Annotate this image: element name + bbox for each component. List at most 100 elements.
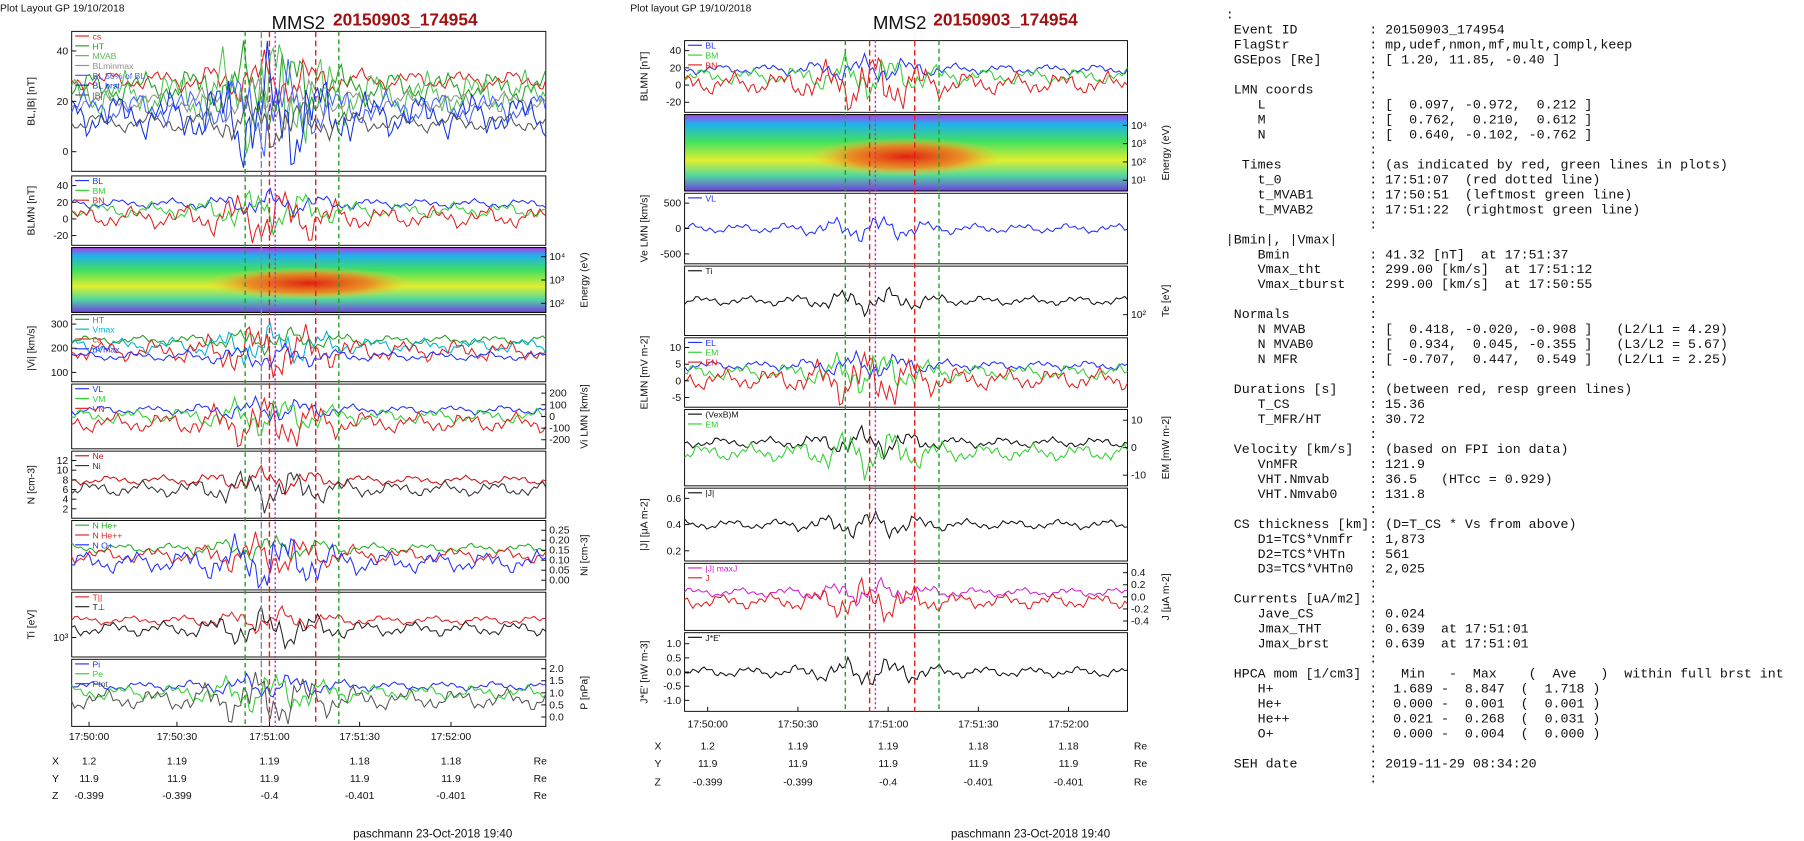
legend-label: Ni — [93, 461, 101, 471]
position-value: -0.401 — [1054, 777, 1084, 788]
legend-label: BL 50% of BL — [93, 71, 146, 81]
legend-label: dVmax — [93, 344, 121, 354]
position-value: 11.9 — [969, 759, 989, 770]
y-tick-label: -10 — [1131, 471, 1146, 482]
summary-line: M : [ 0.762, 0.210, 0.612 ] — [1226, 112, 1593, 127]
summary-line: CS thickness [km]: (D=T_CS * Vs from abo… — [1226, 517, 1577, 532]
y-axis-label: |J| [μA m-2] — [640, 498, 651, 550]
y-tick-label: 1.5 — [549, 676, 564, 687]
position-value: 11.9 — [79, 774, 99, 785]
spectrogram-hot — [204, 267, 414, 300]
legend-label: BM — [93, 186, 106, 196]
y-tick-label: 8 — [62, 475, 68, 486]
legend-label: |J| maxJ — [705, 563, 737, 573]
summary-line: O+ : 0.000 - 0.004 ( 0.000 ) — [1226, 726, 1601, 741]
panel: (VexB)MEM 10 0 -10 EM [mW m-2] — [684, 409, 1172, 487]
summary-line: VHT.Nmvab0 : 131.8 — [1226, 487, 1425, 502]
legend-label: EL — [705, 338, 716, 348]
legend-label: HT — [93, 41, 105, 51]
y-axis-label: Energy (eV) — [579, 252, 590, 307]
y-tick-label: 100 — [51, 368, 69, 379]
trace — [71, 671, 547, 725]
position-value: -0.399 — [693, 777, 723, 788]
y-axis-label: BLMN [nT] — [27, 186, 38, 236]
trace — [71, 189, 546, 236]
trace — [684, 286, 1128, 318]
y-tick-label: 20 — [57, 97, 69, 108]
position-value: -0.401 — [436, 791, 466, 802]
y-tick-label: 200 — [549, 389, 567, 400]
legend-label: Vmax — [93, 325, 116, 335]
panel-frame — [71, 658, 547, 727]
panel: 10⁴ 10³ 10² 10¹ Energy (eV) — [684, 114, 1172, 192]
y-tick-label: 20 — [670, 63, 682, 74]
y-tick-label: -100 — [549, 424, 570, 435]
y-axis-label: |Vi| [km/s] — [27, 326, 38, 371]
summary-line: D3=TCS*VHTn0 : 2,025 — [1226, 562, 1425, 577]
summary-line: N MVAB : [ 0.418, -0.020, -0.908 ] (L2/L… — [1226, 322, 1728, 337]
position-label: Y — [52, 774, 59, 785]
legend-label: VM — [93, 394, 106, 404]
y-tick-label: 0.10 — [549, 556, 569, 567]
legend-label: |B| — [93, 90, 103, 100]
position-value: 1.19 — [167, 757, 187, 768]
trace — [71, 533, 547, 589]
y-tick-label: 1.0 — [549, 688, 564, 699]
y-tick-label: 40 — [670, 46, 682, 57]
position-value: -0.399 — [162, 791, 192, 802]
position-value: 11.9 — [350, 774, 370, 785]
y-tick-label: 0 — [675, 224, 681, 235]
summary-line: t_MVAB2 : 17:51:22 (rightmost green line… — [1226, 202, 1640, 217]
plot-title: MMS2 — [272, 12, 325, 33]
panel: Ti 10² Te [eV] — [684, 265, 1172, 336]
summary-line: Times : (as indicated by red, green line… — [1226, 157, 1728, 172]
position-value: 1.19 — [259, 757, 279, 768]
trace — [71, 469, 547, 514]
y-axis-label: N [cm-3] — [27, 465, 38, 504]
legend-label: T|| — [93, 592, 103, 602]
y-tick-label: 0.2 — [1131, 580, 1146, 591]
position-unit: Re — [1134, 777, 1148, 788]
trace — [71, 341, 546, 368]
trace — [684, 351, 1128, 394]
y-tick-label: 0.0 — [1131, 592, 1146, 603]
summary-line: : — [1226, 217, 1377, 232]
y-axis-label: P [nPa] — [579, 676, 590, 710]
y-tick-label: 0 — [675, 376, 681, 387]
y-axis-label: BLMN [nT] — [640, 52, 651, 102]
summary-line: Vmax_tburst : 299.00 [km/s] at 17:50:55 — [1226, 277, 1593, 292]
summary-line: : — [1226, 577, 1377, 592]
y-tick-label: 0 — [549, 412, 555, 423]
spectrogram-hot — [808, 137, 1004, 176]
summary-line: Bmin : 41.32 [nT] at 17:51:37 — [1226, 247, 1569, 262]
y-tick-label: 0 — [1131, 443, 1137, 454]
y-tick-label: 1.0 — [667, 639, 682, 650]
summary-line: Jmax_brst : 0.639 at 17:51:01 — [1226, 637, 1529, 652]
legend-label: BN — [705, 60, 717, 70]
summary-line: HPCA mom [1/cm3] : Min - Max ( Ave ) wit… — [1226, 667, 1784, 682]
y-tick-label: 6 — [62, 485, 68, 496]
summary-line: N MVAB0 : [ 0.934, 0.045, -0.355 ] (L3/L… — [1226, 337, 1728, 352]
trace — [71, 396, 547, 448]
y-axis-label: Energy (eV) — [1161, 125, 1172, 180]
position-value: 11.9 — [878, 759, 898, 770]
position-value: 11.9 — [788, 759, 808, 770]
panel: |J| 0.6 0.4 0.2 |J| [μA m-2] — [640, 487, 1128, 562]
position-value: 1.2 — [700, 741, 715, 752]
summary-line: Jmax_THT : 0.639 at 17:51:01 — [1226, 622, 1529, 637]
y-tick-label: 10 — [670, 343, 682, 354]
legend-label: Ptot — [93, 679, 109, 689]
legend-label: J*E' — [705, 633, 720, 643]
summary-line: Currents [uA/m2] : — [1226, 592, 1377, 607]
y-tick-label: 2.0 — [549, 664, 564, 675]
y-axis-label: J*E' [nW m-3] — [640, 640, 651, 703]
y-tick-label: 10¹ — [1131, 176, 1147, 187]
legend-label: EM — [705, 348, 718, 358]
legend-label: cs — [93, 31, 102, 41]
